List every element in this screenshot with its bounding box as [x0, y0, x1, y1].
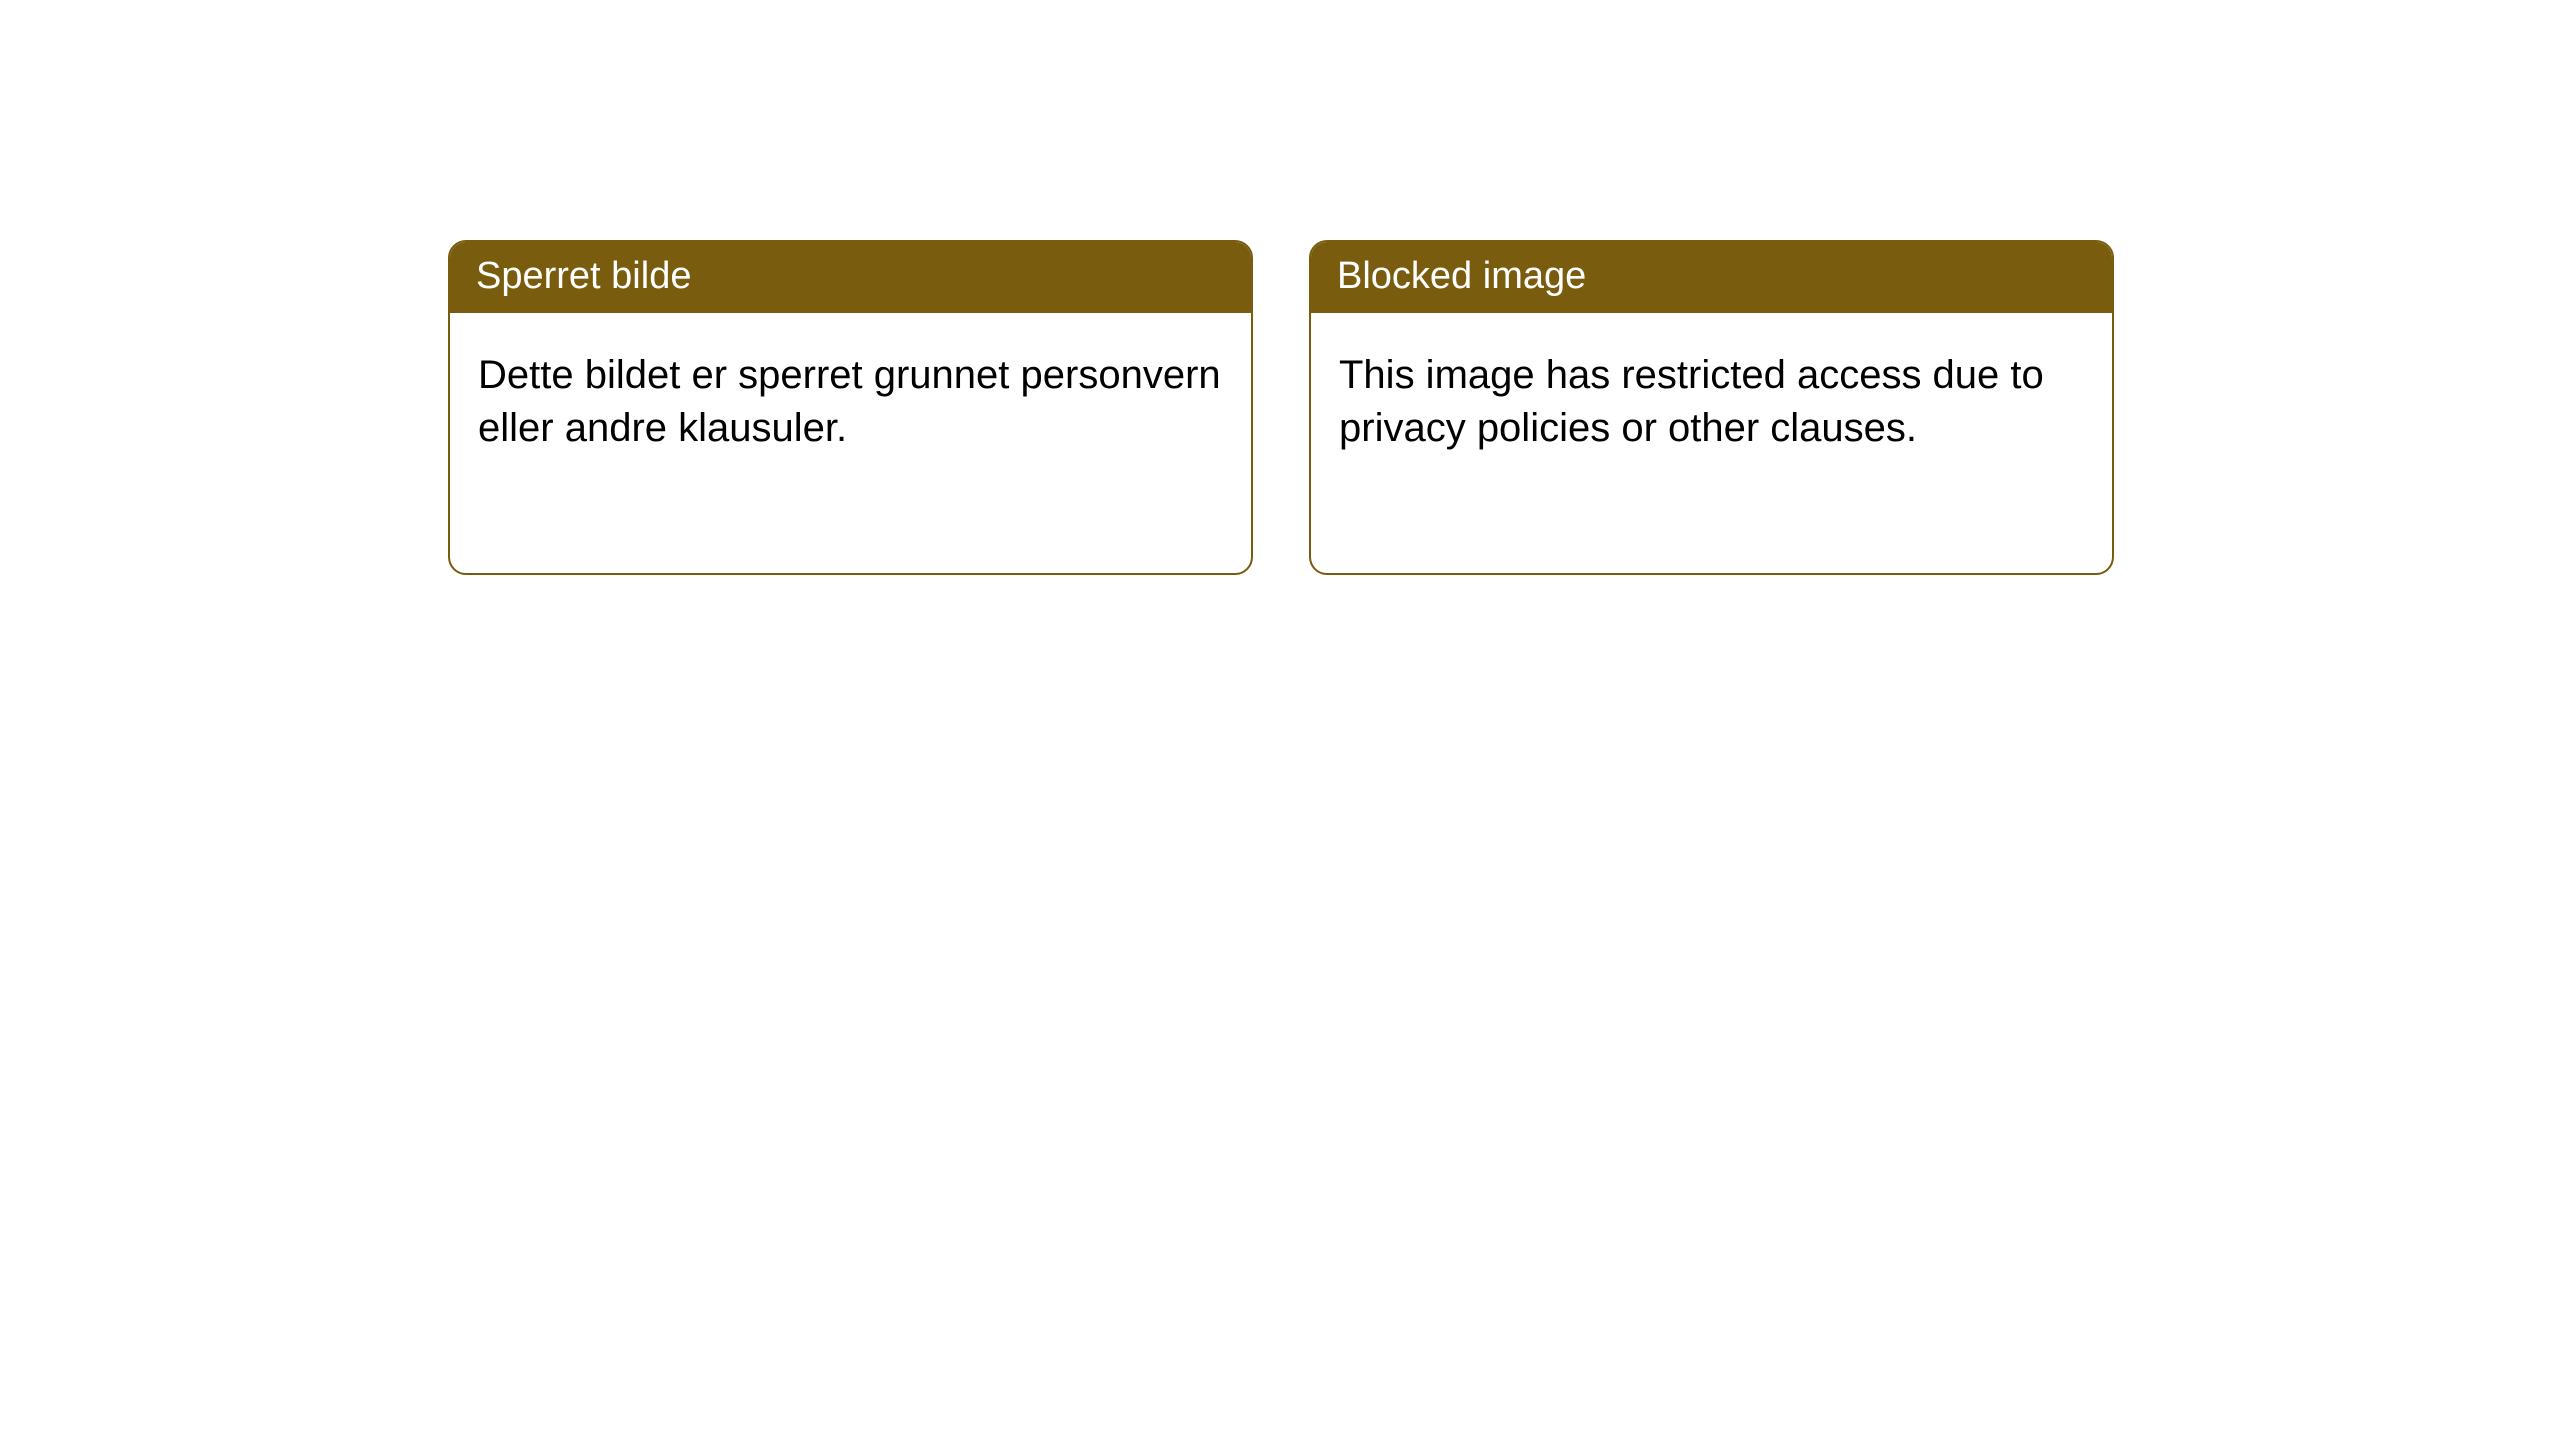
notice-title-english: Blocked image — [1311, 242, 2112, 313]
notice-body-norwegian: Dette bildet er sperret grunnet personve… — [450, 313, 1251, 573]
notice-body-english: This image has restricted access due to … — [1311, 313, 2112, 573]
notice-card-norwegian: Sperret bilde Dette bildet er sperret gr… — [448, 240, 1253, 575]
notice-card-english: Blocked image This image has restricted … — [1309, 240, 2114, 575]
notice-container: Sperret bilde Dette bildet er sperret gr… — [0, 0, 2560, 575]
notice-title-norwegian: Sperret bilde — [450, 242, 1251, 313]
